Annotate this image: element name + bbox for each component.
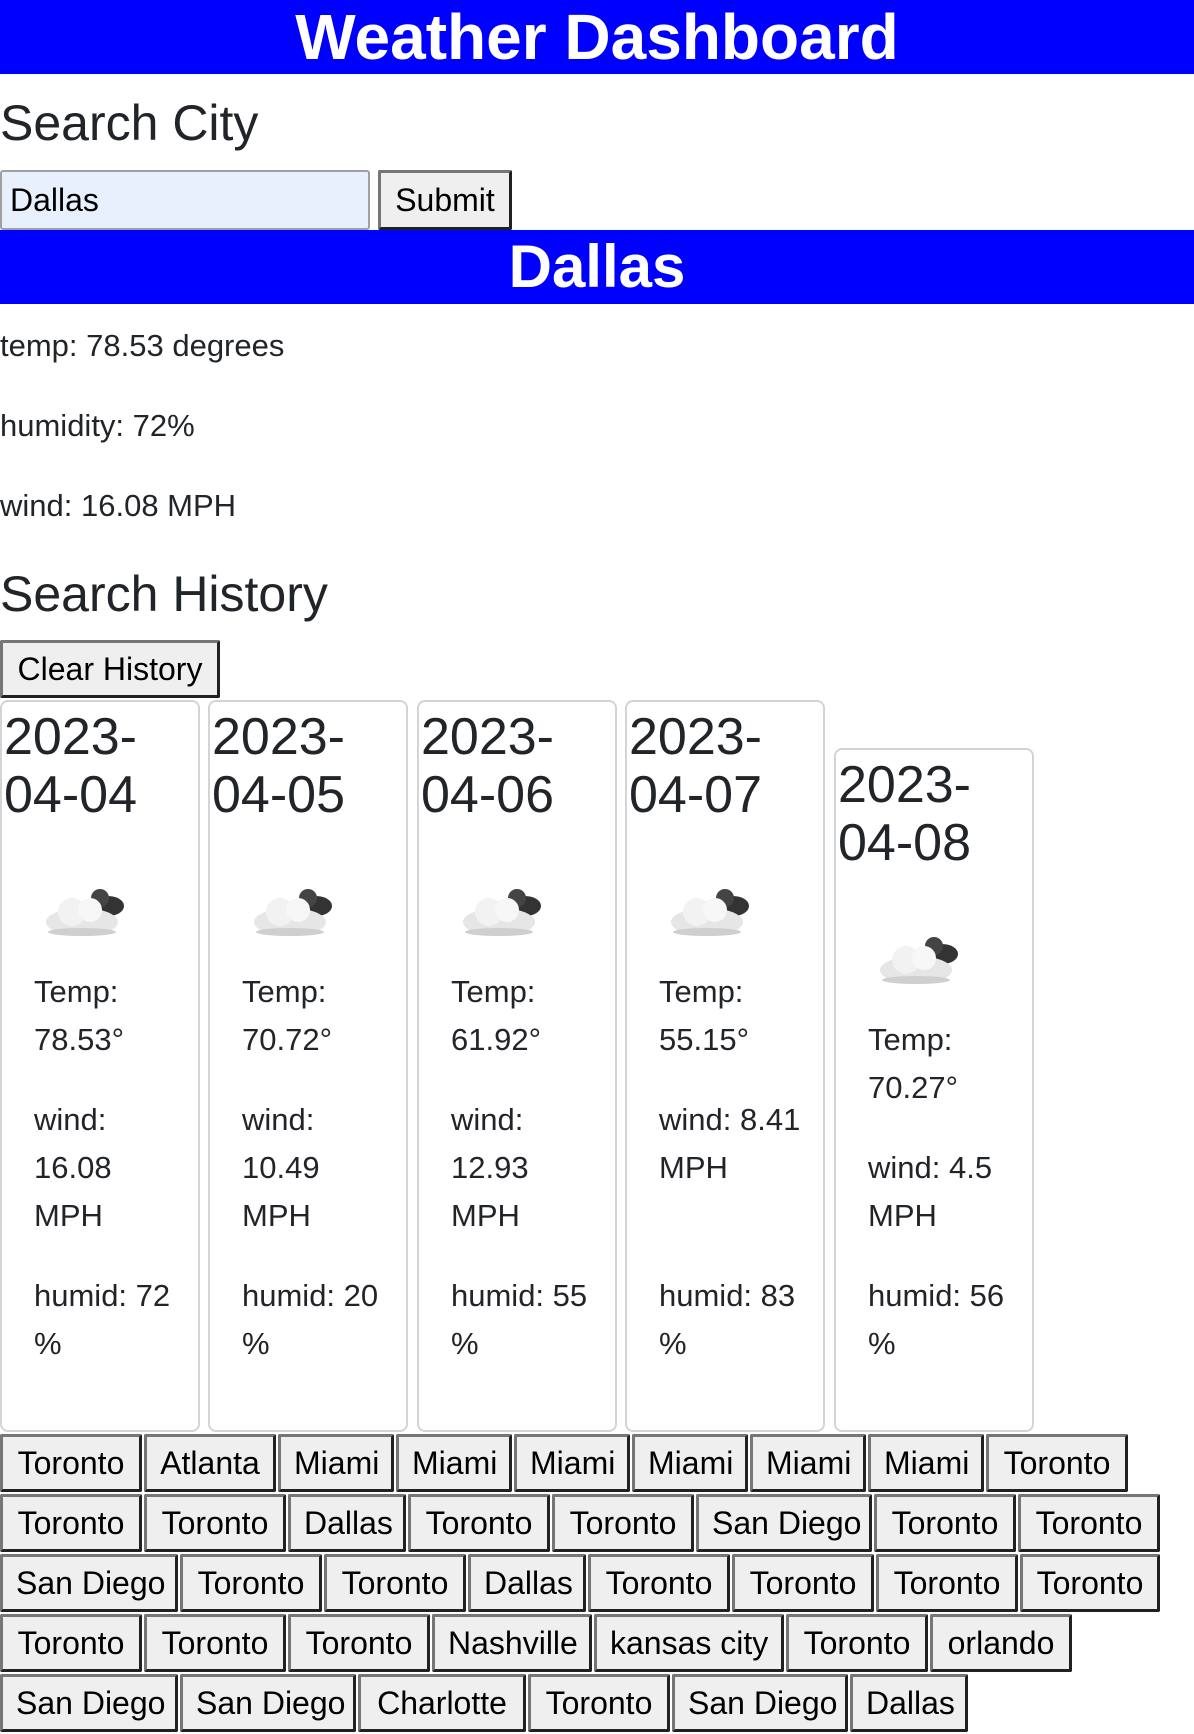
- partly-cloudy-icon: [463, 889, 541, 936]
- current-temp: temp: 78.53 degrees: [0, 328, 285, 363]
- forecast-humidity: humid: 55 %: [451, 1278, 588, 1361]
- history-city-button[interactable]: kansas city: [594, 1614, 784, 1672]
- history-city-button[interactable]: San Diego: [672, 1674, 848, 1732]
- history-city-button[interactable]: Dallas: [288, 1494, 406, 1552]
- history-city-button[interactable]: Dallas: [850, 1674, 968, 1732]
- history-city-button[interactable]: Atlanta: [144, 1434, 276, 1492]
- history-city-button[interactable]: San Diego: [0, 1674, 178, 1732]
- history-city-button[interactable]: Miami: [868, 1434, 984, 1492]
- history-city-button[interactable]: Toronto: [0, 1494, 142, 1552]
- forecast-card: 2023-04-04 Temp: 78.53° wind: 16.08 MPH …: [0, 700, 200, 1432]
- current-city-title: Dallas: [0, 230, 1194, 304]
- forecast-card: 2023-04-05 Temp: 70.72° wind: 10.49 MPH …: [208, 700, 408, 1432]
- history-city-button[interactable]: Toronto: [408, 1494, 550, 1552]
- forecast-card: 2023-04-06 Temp: 61.92° wind: 12.93 MPH …: [417, 700, 617, 1432]
- history-city-button[interactable]: Toronto: [0, 1614, 142, 1672]
- history-city-button[interactable]: Toronto: [324, 1554, 466, 1612]
- history-city-button[interactable]: Toronto: [144, 1494, 286, 1552]
- partly-cloudy-icon: [254, 889, 332, 936]
- forecast-humidity: humid: 20 %: [242, 1278, 379, 1361]
- history-city-button[interactable]: Toronto: [986, 1434, 1128, 1492]
- history-city-button[interactable]: Toronto: [0, 1434, 142, 1492]
- partly-cloudy-icon: [880, 937, 958, 984]
- app-header: Weather Dashboard: [0, 0, 1194, 74]
- search-heading: Search City: [0, 95, 259, 151]
- forecast-date: 2023-04-05: [212, 708, 345, 824]
- current-wind: wind: 16.08 MPH: [0, 488, 237, 523]
- history-city-button[interactable]: Toronto: [588, 1554, 730, 1612]
- history-city-button[interactable]: Miami: [514, 1434, 630, 1492]
- forecast-temp: Temp: 61.92°: [451, 974, 541, 1057]
- history-city-button[interactable]: Nashville: [432, 1614, 592, 1672]
- forecast-date: 2023-04-07: [629, 708, 762, 824]
- history-city-button[interactable]: Toronto: [288, 1614, 430, 1672]
- history-city-button[interactable]: Toronto: [732, 1554, 874, 1612]
- history-city-button[interactable]: Charlotte: [358, 1674, 526, 1732]
- current-humidity: humidity: 72%: [0, 408, 195, 443]
- forecast-date: 2023-04-08: [838, 756, 971, 872]
- history-city-button[interactable]: Miami: [632, 1434, 748, 1492]
- forecast-humidity: humid: 72 %: [34, 1278, 171, 1361]
- history-city-button[interactable]: Toronto: [1020, 1554, 1160, 1612]
- forecast-wind: wind: 4.5 MPH: [868, 1150, 993, 1233]
- history-city-button[interactable]: Toronto: [528, 1674, 670, 1732]
- forecast-temp: Temp: 70.27°: [868, 1022, 958, 1105]
- history-city-button[interactable]: Miami: [278, 1434, 394, 1492]
- forecast-humidity: humid: 56 %: [868, 1278, 1005, 1361]
- clear-history-button[interactable]: Clear History: [0, 640, 220, 698]
- history-city-button[interactable]: Toronto: [180, 1554, 322, 1612]
- history-city-button[interactable]: San Diego: [0, 1554, 178, 1612]
- history-city-button[interactable]: Miami: [750, 1434, 866, 1492]
- history-city-button[interactable]: orlando: [930, 1614, 1072, 1672]
- forecast-wind: wind: 12.93 MPH: [451, 1102, 529, 1233]
- history-city-button[interactable]: Toronto: [144, 1614, 286, 1672]
- history-city-button[interactable]: Toronto: [1018, 1494, 1160, 1552]
- forecast-temp: Temp: 78.53°: [34, 974, 124, 1057]
- forecast-date: 2023-04-06: [421, 708, 554, 824]
- history-city-button[interactable]: Toronto: [786, 1614, 928, 1672]
- partly-cloudy-icon: [671, 889, 749, 936]
- history-city-button[interactable]: Miami: [396, 1434, 512, 1492]
- history-city-button[interactable]: San Diego: [180, 1674, 356, 1732]
- forecast-card: 2023-04-07 Temp: 55.15° wind: 8.41 MPH h…: [625, 700, 825, 1432]
- submit-button[interactable]: Submit: [378, 170, 512, 230]
- forecast-date: 2023-04-04: [4, 708, 137, 824]
- history-city-button[interactable]: Toronto: [552, 1494, 694, 1552]
- history-city-button[interactable]: Dallas: [468, 1554, 586, 1612]
- forecast-temp: Temp: 70.72°: [242, 974, 332, 1057]
- forecast-wind: wind: 16.08 MPH: [34, 1102, 112, 1233]
- forecast-card: 2023-04-08 Temp: 70.27° wind: 4.5 MPH hu…: [834, 748, 1034, 1432]
- city-search-input[interactable]: [0, 170, 370, 230]
- history-city-button[interactable]: Toronto: [876, 1554, 1018, 1612]
- forecast-wind: wind: 10.49 MPH: [242, 1102, 320, 1233]
- partly-cloudy-icon: [46, 889, 124, 936]
- history-city-button[interactable]: Toronto: [874, 1494, 1016, 1552]
- forecast-temp: Temp: 55.15°: [659, 974, 749, 1057]
- forecast-humidity: humid: 83 %: [659, 1278, 796, 1361]
- history-city-button[interactable]: San Diego: [696, 1494, 872, 1552]
- forecast-wind: wind: 8.41 MPH: [659, 1102, 801, 1185]
- search-history-heading: Search History: [0, 566, 328, 622]
